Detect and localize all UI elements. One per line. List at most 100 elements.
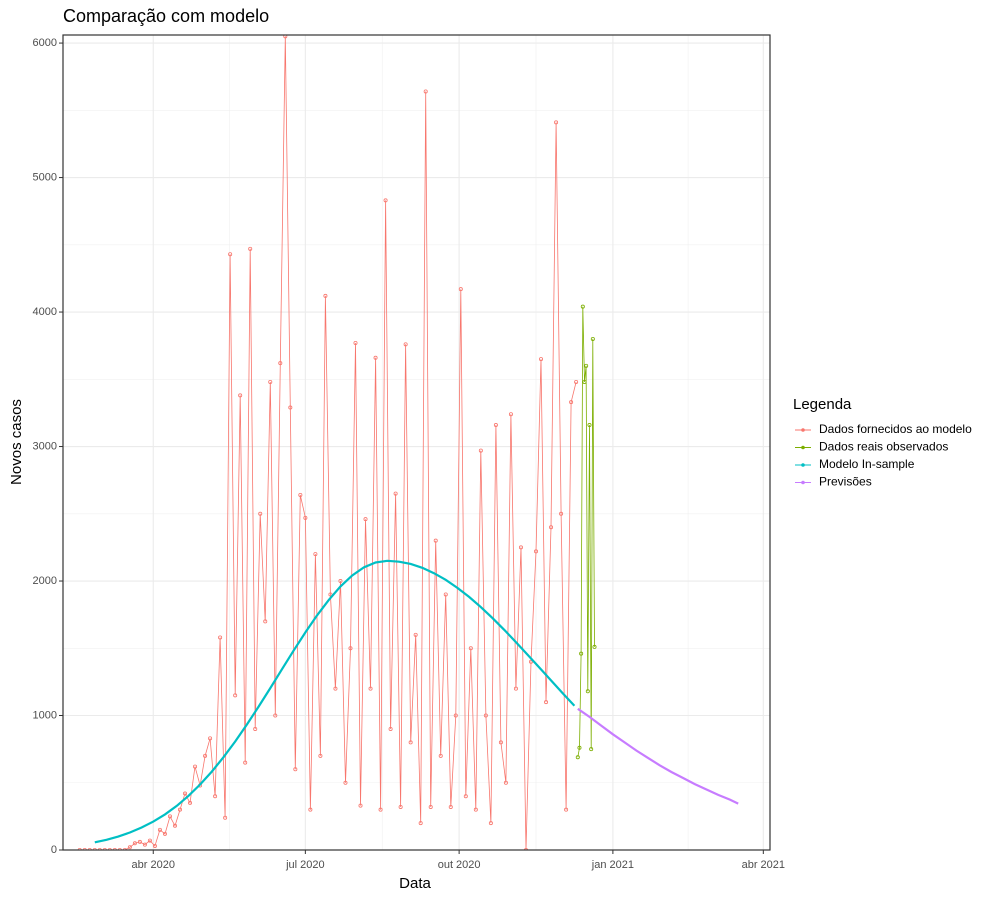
data-point bbox=[283, 35, 288, 39]
data-point bbox=[233, 693, 238, 698]
data-point bbox=[393, 491, 398, 496]
data-point bbox=[488, 821, 493, 826]
data-point bbox=[333, 686, 338, 691]
data-point bbox=[132, 841, 137, 846]
data-point bbox=[577, 745, 582, 750]
data-point bbox=[167, 814, 172, 819]
data-point bbox=[278, 361, 283, 366]
data-point bbox=[147, 838, 152, 843]
data-point bbox=[428, 804, 433, 809]
y-tick-label: 2000 bbox=[33, 575, 57, 587]
data-point bbox=[575, 755, 580, 760]
data-point bbox=[137, 839, 142, 844]
data-point bbox=[177, 807, 182, 812]
data-point bbox=[213, 794, 218, 799]
x-axis-label: Data bbox=[399, 875, 431, 892]
data-point bbox=[408, 740, 413, 745]
data-point bbox=[423, 89, 428, 94]
data-point bbox=[308, 807, 313, 812]
data-point bbox=[569, 400, 574, 405]
data-point bbox=[418, 821, 423, 826]
data-point bbox=[493, 423, 498, 428]
chart-title: Comparação com modelo bbox=[63, 6, 269, 26]
data-point bbox=[582, 379, 587, 384]
data-point bbox=[388, 726, 393, 731]
data-point bbox=[498, 740, 503, 745]
data-point bbox=[398, 804, 403, 809]
data-point bbox=[162, 831, 167, 836]
data-point bbox=[172, 823, 177, 828]
legend-label: Previsões bbox=[819, 475, 872, 489]
data-point bbox=[303, 515, 308, 520]
y-tick-label: 6000 bbox=[33, 37, 57, 49]
legend-key-point bbox=[801, 428, 805, 432]
data-point bbox=[358, 803, 363, 808]
data-point bbox=[579, 651, 584, 656]
data-point bbox=[343, 780, 348, 785]
series-line bbox=[577, 707, 739, 805]
data-point bbox=[298, 492, 303, 497]
legend-title: Legenda bbox=[793, 396, 852, 413]
data-point bbox=[483, 713, 488, 718]
data-point bbox=[443, 592, 448, 597]
data-point bbox=[258, 511, 263, 516]
y-axis-label: Novos casos bbox=[8, 399, 25, 485]
data-point bbox=[82, 848, 87, 850]
data-point bbox=[203, 753, 208, 758]
x-tick-label: jan 2021 bbox=[591, 859, 634, 871]
data-point bbox=[587, 423, 592, 428]
data-point bbox=[363, 517, 368, 522]
data-point bbox=[183, 791, 188, 796]
data-point bbox=[539, 357, 544, 362]
y-tick-label: 5000 bbox=[33, 171, 57, 183]
data-point bbox=[348, 646, 353, 651]
data-point bbox=[102, 848, 107, 850]
data-point bbox=[218, 635, 223, 640]
data-point bbox=[473, 807, 478, 812]
data-point bbox=[313, 552, 318, 557]
data-point bbox=[592, 644, 597, 649]
x-tick-label: abr 2021 bbox=[742, 859, 785, 871]
data-point bbox=[438, 753, 443, 758]
data-point bbox=[383, 198, 388, 203]
data-point bbox=[293, 767, 298, 772]
data-point bbox=[87, 848, 92, 850]
data-point bbox=[208, 736, 213, 741]
data-point bbox=[523, 848, 528, 850]
series-line bbox=[79, 36, 577, 850]
data-point bbox=[77, 848, 82, 850]
data-point bbox=[328, 592, 333, 597]
data-point bbox=[228, 252, 233, 257]
data-point bbox=[157, 827, 162, 832]
data-point bbox=[288, 405, 293, 410]
y-tick-label: 4000 bbox=[33, 306, 57, 318]
legend-label: Dados fornecidos ao modelo bbox=[819, 422, 972, 436]
data-point bbox=[413, 632, 418, 637]
data-point bbox=[193, 764, 198, 769]
data-point bbox=[433, 538, 438, 543]
data-point bbox=[584, 363, 589, 368]
data-point bbox=[559, 511, 564, 516]
legend-key-point bbox=[801, 445, 805, 450]
data-point bbox=[468, 646, 473, 651]
data-point bbox=[544, 700, 549, 705]
data-point bbox=[554, 120, 559, 125]
data-point bbox=[513, 686, 518, 691]
x-tick-label: jul 2020 bbox=[285, 859, 325, 871]
data-point bbox=[564, 807, 569, 812]
x-tick-label: abr 2020 bbox=[132, 859, 175, 871]
data-point bbox=[223, 815, 228, 820]
data-point bbox=[518, 545, 523, 550]
data-point bbox=[127, 845, 132, 850]
data-point bbox=[273, 713, 278, 718]
data-point bbox=[463, 794, 468, 799]
data-point bbox=[590, 336, 595, 341]
data-point bbox=[97, 848, 102, 850]
data-point bbox=[508, 412, 513, 417]
data-point bbox=[549, 525, 554, 530]
data-point bbox=[585, 689, 590, 694]
data-point bbox=[107, 848, 112, 850]
data-point bbox=[338, 579, 343, 584]
data-point bbox=[92, 848, 97, 850]
